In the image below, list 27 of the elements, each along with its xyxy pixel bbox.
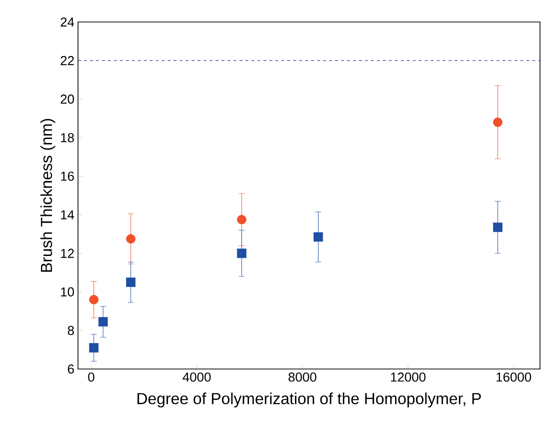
x-axis-title: Degree of Polymerization of the Homopolymer, P [138,392,481,408]
point [126,278,136,287]
point [89,343,99,352]
y-tick-label: 12 [61,248,74,258]
y-tick-label: 8 [68,326,74,336]
y-tick-label: 16 [61,172,74,181]
x-tick-label: 12000 [390,372,426,382]
y-tick-label: 18 [61,133,74,142]
y-tick-label: 24 [60,17,74,27]
point [237,214,246,224]
y-tick-label: 6 [68,364,74,374]
x-tick-label: 0 [88,372,94,382]
point [89,294,99,304]
point [237,248,246,258]
point [493,118,502,127]
point [98,317,108,326]
point [314,232,323,242]
x-tick-label: 8000 [288,372,316,382]
x-tick-label: 16000 [496,372,532,382]
y-tick-label: 22 [60,56,74,66]
x-tick-label: 4000 [182,372,211,382]
y-tick-label: 10 [61,287,74,296]
point [493,222,502,232]
y-axis-title: Brush Thickness (nm) [40,119,56,272]
y-tick-label: 14 [61,210,74,220]
point [126,234,136,244]
y-tick-label: 20 [60,94,74,104]
